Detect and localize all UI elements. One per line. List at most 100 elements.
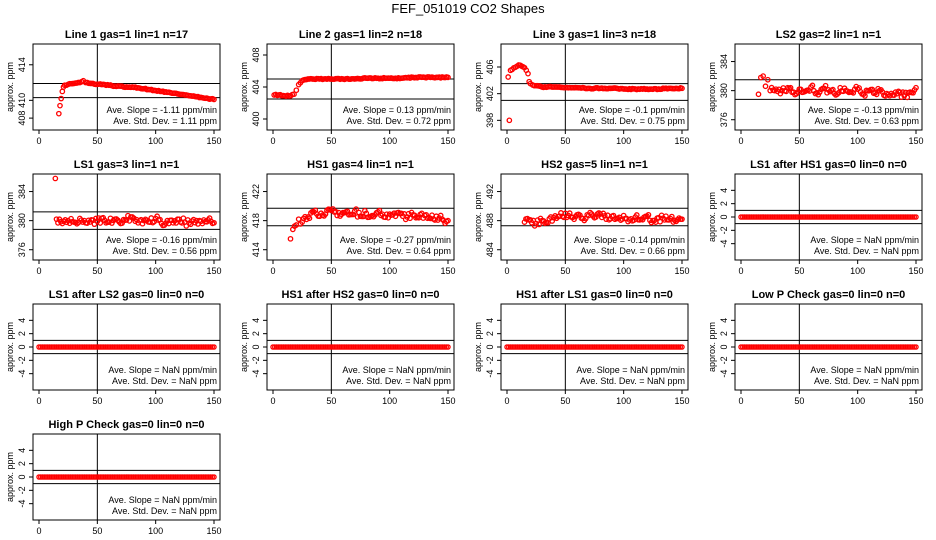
x-tick-label: 50 <box>326 266 336 276</box>
data-point <box>344 208 351 215</box>
x-tick-label: 0 <box>738 136 743 146</box>
y-tick-label: -2 <box>485 356 495 364</box>
x-tick-label: 100 <box>616 396 631 406</box>
y-axis-label: approx. ppm <box>473 322 483 372</box>
data-point <box>777 90 784 97</box>
panel-title: Line 3 gas=1 lin=3 n=18 <box>533 29 656 41</box>
data-point <box>414 214 421 221</box>
x-tick-label: 150 <box>206 396 221 406</box>
x-tick-label: 0 <box>36 266 41 276</box>
y-tick-label: 400 <box>251 111 261 126</box>
data-point <box>376 207 383 214</box>
y-tick-label: 410 <box>17 93 27 108</box>
stddev-annotation: Ave. Std. Dev. = 0.75 ppm <box>581 116 685 126</box>
slope-annotation: Ave. Slope = -0.16 ppm/min <box>106 235 217 245</box>
data-point <box>306 215 313 222</box>
y-axis-label: approx. ppm <box>707 322 717 372</box>
y-axis-label: approx. ppm <box>707 192 717 242</box>
x-tick-label: 150 <box>440 266 455 276</box>
data-point <box>332 208 339 215</box>
x-tick-label: 0 <box>738 266 743 276</box>
data-point <box>590 213 596 219</box>
x-tick-label: 50 <box>560 266 570 276</box>
data-point <box>830 86 836 93</box>
stddev-annotation: Ave. Std. Dev. = 0.63 ppm <box>815 116 919 126</box>
data-point <box>443 218 450 225</box>
data-point <box>847 89 854 95</box>
x-tick-label: 0 <box>504 266 509 276</box>
panel-title: LS1 gas=3 lin=1 n=1 <box>74 159 179 171</box>
y-axis-label: approx. ppm <box>707 62 717 112</box>
panel-4: LS2 gas=2 lin=1 n=1 0 50 100 150 376 380 384app… <box>707 29 924 146</box>
data-point <box>445 344 451 350</box>
data-point <box>362 207 368 214</box>
y-tick-label: 2 <box>251 331 261 336</box>
x-tick-label: 50 <box>92 266 102 276</box>
x-tick-label: 100 <box>148 136 163 146</box>
x-tick-label: 150 <box>206 266 221 276</box>
data-point <box>168 217 175 224</box>
x-tick-label: 0 <box>270 136 275 146</box>
x-tick-label: 50 <box>794 396 804 406</box>
y-tick-label: 4 <box>17 318 27 323</box>
y-tick-label: 404 <box>251 79 261 94</box>
data-point <box>677 85 684 91</box>
x-tick-label: 100 <box>148 526 163 536</box>
x-tick-label: 100 <box>616 136 631 146</box>
x-tick-label: 150 <box>908 396 923 406</box>
y-tick-label: 408 <box>251 47 261 62</box>
stddev-annotation: Ave. Std. Dev. = NaN ppm <box>112 506 217 516</box>
data-point <box>601 212 608 219</box>
data-point <box>900 89 906 96</box>
data-point <box>437 212 444 219</box>
data-point <box>52 175 59 182</box>
slope-annotation: Ave. Slope = NaN ppm/min <box>108 495 217 505</box>
data-point <box>321 213 327 219</box>
data-point <box>350 211 357 218</box>
x-tick-label: 150 <box>674 266 689 276</box>
data-point <box>157 216 163 223</box>
y-tick-label: 4 <box>17 448 27 453</box>
y-tick-label: -2 <box>251 356 261 364</box>
data-point <box>543 219 550 226</box>
data-point <box>78 78 85 85</box>
slope-annotation: Ave. Slope = -0.27 ppm/min <box>340 235 451 245</box>
slope-annotation: Ave. Slope = NaN ppm/min <box>576 365 685 375</box>
x-tick-label: 100 <box>382 136 397 146</box>
y-tick-label: 4 <box>719 188 729 193</box>
y-tick-label: 384 <box>719 54 729 69</box>
slope-annotation: Ave. Slope = -0.1 ppm/min <box>579 105 685 115</box>
y-tick-label: 384 <box>17 184 27 199</box>
slope-annotation: Ave. Slope = NaN ppm/min <box>810 235 919 245</box>
data-point <box>549 218 556 224</box>
x-tick-label: 0 <box>36 396 41 406</box>
panel-5: LS1 gas=3 lin=1 n=1 0 50 100 150 376 380 384app… <box>5 159 222 276</box>
y-axis-label: approx. ppm <box>473 192 483 242</box>
y-tick-label: -2 <box>17 356 27 364</box>
figure-title: FEF_051019 CO2 Shapes <box>391 1 545 16</box>
panel-10: HS1 after HS2 gas=0 lin=0 n=0 0 50 100 150 -4… <box>239 289 456 406</box>
x-tick-label: 150 <box>206 136 221 146</box>
y-tick-label: 4 <box>485 318 495 323</box>
data-point <box>824 89 830 96</box>
data-point <box>645 211 652 218</box>
x-tick-label: 0 <box>504 396 509 406</box>
data-point <box>55 110 62 117</box>
plot-frame <box>266 173 455 261</box>
data-point <box>873 91 880 98</box>
data-point <box>671 217 678 224</box>
y-tick-label: 408 <box>17 111 27 126</box>
x-tick-label: 50 <box>794 136 804 146</box>
x-tick-label: 100 <box>850 396 865 406</box>
y-tick-label: 488 <box>485 213 495 228</box>
data-point <box>862 93 868 99</box>
data-point <box>870 90 877 97</box>
plot-frame <box>32 173 221 261</box>
x-tick-label: 50 <box>560 396 570 406</box>
data-point <box>822 82 829 89</box>
data-point <box>163 220 169 226</box>
data-point <box>93 215 99 222</box>
x-tick-label: 100 <box>382 396 397 406</box>
data-point <box>303 216 310 223</box>
